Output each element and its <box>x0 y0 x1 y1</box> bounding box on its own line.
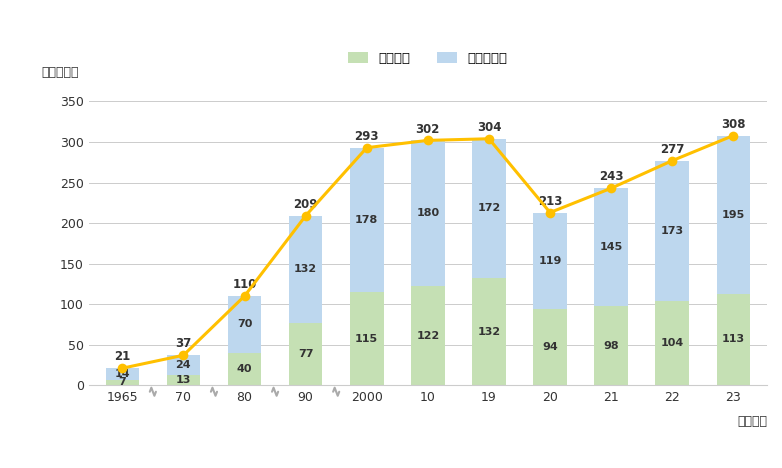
Text: 213: 213 <box>538 195 562 208</box>
Text: 21: 21 <box>114 351 131 363</box>
Bar <box>350 292 383 385</box>
Text: 77: 77 <box>298 349 314 359</box>
Text: 119: 119 <box>538 256 561 266</box>
Text: 277: 277 <box>660 143 684 156</box>
Text: （百万円）: （百万円） <box>41 66 79 79</box>
Bar <box>411 140 445 286</box>
Bar <box>106 380 139 385</box>
Bar <box>716 293 750 385</box>
Text: 195: 195 <box>722 210 745 219</box>
Bar <box>472 139 506 278</box>
Text: 115: 115 <box>355 334 378 344</box>
Text: （年度）: （年度） <box>737 415 767 428</box>
Bar <box>716 136 750 293</box>
Text: 113: 113 <box>722 335 745 344</box>
Text: 98: 98 <box>604 341 619 351</box>
Text: 13: 13 <box>176 375 191 385</box>
Text: 110: 110 <box>232 278 256 291</box>
Bar <box>411 286 445 385</box>
Bar <box>350 148 383 292</box>
Bar <box>533 212 567 309</box>
Text: 209: 209 <box>293 198 318 211</box>
Text: 243: 243 <box>599 170 623 183</box>
Text: 308: 308 <box>721 117 746 131</box>
Text: 14: 14 <box>114 369 130 379</box>
Text: 293: 293 <box>354 130 379 143</box>
Text: 132: 132 <box>294 264 317 274</box>
Text: 24: 24 <box>176 360 192 370</box>
Text: 70: 70 <box>237 320 253 329</box>
Text: 178: 178 <box>355 215 378 225</box>
Legend: 定期収入, 定期外収入: 定期収入, 定期外収入 <box>343 46 513 70</box>
Text: 302: 302 <box>416 123 440 136</box>
Text: 94: 94 <box>542 342 558 352</box>
Bar <box>533 309 567 385</box>
Text: 37: 37 <box>175 337 192 351</box>
Text: 104: 104 <box>661 338 684 348</box>
Bar <box>289 323 322 385</box>
Bar <box>167 375 200 385</box>
Bar <box>228 353 261 385</box>
Bar <box>594 306 628 385</box>
Bar <box>228 296 261 353</box>
Text: 180: 180 <box>416 208 439 219</box>
Bar <box>289 216 322 323</box>
Text: 145: 145 <box>600 242 622 252</box>
Text: 122: 122 <box>416 331 439 341</box>
Bar <box>655 161 689 301</box>
Bar <box>472 278 506 385</box>
Bar <box>655 301 689 385</box>
Text: 304: 304 <box>477 121 501 134</box>
Bar <box>594 188 628 306</box>
Text: 132: 132 <box>477 327 500 337</box>
Bar <box>106 368 139 380</box>
Text: 7: 7 <box>118 377 126 388</box>
Text: 172: 172 <box>477 204 500 213</box>
Bar <box>167 355 200 375</box>
Text: 40: 40 <box>237 364 253 374</box>
Text: 173: 173 <box>661 226 683 236</box>
